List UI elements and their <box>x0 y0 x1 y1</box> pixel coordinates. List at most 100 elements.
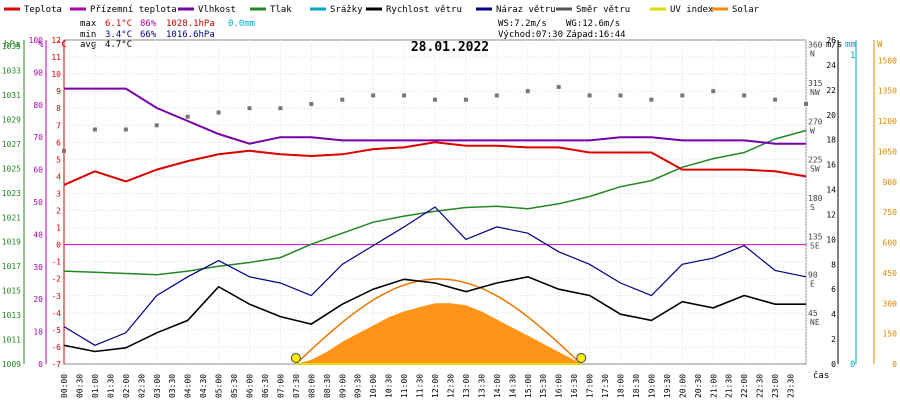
x-axis-tick: 19:00 <box>647 374 656 398</box>
w-axis-tick: 1200 <box>878 117 897 126</box>
x-axis-tick: 11:00 <box>400 374 409 398</box>
x-axis-tick: 14:30 <box>508 374 517 398</box>
axes: 1035103310311029102710251023102110191017… <box>2 36 897 398</box>
x-axis-tick: 13:30 <box>477 374 486 398</box>
temp-axis-tick: 4 <box>56 172 61 181</box>
x-axis-tick: 10:00 <box>369 374 378 398</box>
temp-axis-tick: -2 <box>51 275 61 284</box>
wind-direction-point <box>556 84 561 89</box>
dir-axis-label: W <box>810 126 815 135</box>
series-wind-speed <box>63 275 806 353</box>
x-axis-tick: 09:30 <box>354 374 363 398</box>
temp-axis-tick: -5 <box>51 326 61 335</box>
x-axis-tick: 08:30 <box>323 374 332 398</box>
x-axis-tick: 10:30 <box>385 374 394 398</box>
legend-label: Rychlost větru <box>386 5 462 15</box>
press-axis-unit: hPa <box>4 40 20 50</box>
x-axis-tick: 01:30 <box>106 374 115 398</box>
ms-axis-tick: 24 <box>826 61 836 70</box>
wind-speed-text: WS:7.2m/s <box>498 19 547 29</box>
hum-axis-tick: 10 <box>33 328 43 337</box>
ms-axis-tick: 18 <box>826 136 836 145</box>
hum-axis-tick: 0 <box>38 360 43 369</box>
x-axis-tick: 15:00 <box>524 374 533 398</box>
stat-min-label: min <box>80 30 96 40</box>
mm-axis-tick: 0 <box>850 360 855 370</box>
x-axis-tick: 19:30 <box>663 374 672 398</box>
hum-axis-tick: 30 <box>33 263 43 272</box>
x-axis-tick: 07:00 <box>276 374 285 398</box>
x-axis-tick: 18:00 <box>617 374 626 398</box>
ms-axis-tick: 8 <box>831 260 836 269</box>
press-axis-tick: 1035 <box>2 42 21 51</box>
dir-axis-label: N <box>810 50 815 59</box>
temp-axis-tick: -6 <box>51 343 61 352</box>
w-axis-tick: 1350 <box>878 87 897 96</box>
wind-direction-point <box>402 93 407 98</box>
temp-axis-tick: 7 <box>56 121 61 130</box>
dir-axis-tick: 225 <box>808 156 823 165</box>
wind-direction-point <box>742 93 747 98</box>
wind-direction-point <box>587 93 592 98</box>
press-axis-tick: 1019 <box>2 238 21 247</box>
ms-axis-tick: 20 <box>826 111 836 120</box>
temp-axis-tick: 5 <box>56 155 61 164</box>
stat-min-press: 1016.6hPa <box>166 30 215 40</box>
w-axis-tick: 450 <box>883 269 898 278</box>
w-axis-tick: 900 <box>883 178 898 187</box>
x-axis-tick: 22:30 <box>756 374 765 398</box>
wind-direction-point <box>433 97 437 102</box>
x-axis-tick: 09:00 <box>338 374 347 398</box>
hum-axis-tick: 60 <box>33 166 43 175</box>
press-axis-tick: 1017 <box>2 262 21 271</box>
w-axis-tick: 150 <box>883 330 898 339</box>
x-axis-tick: 04:30 <box>199 374 208 398</box>
temp-axis-tick: -1 <box>51 258 61 267</box>
wind-direction-point <box>309 101 314 106</box>
series-wind-gust <box>63 206 807 346</box>
w-axis-tick: 300 <box>883 299 898 308</box>
sunrise-marker <box>290 353 301 363</box>
press-axis-tick: 1015 <box>2 287 21 296</box>
hum-axis-unit: % <box>38 40 44 50</box>
sunset-text: Západ:16:44 <box>566 30 626 40</box>
dir-axis-tick: 135 <box>808 232 823 241</box>
legend-label: Vlhkost <box>198 5 236 15</box>
solar-max-arc <box>295 278 582 365</box>
x-axis-tick: 15:30 <box>539 374 548 398</box>
hum-axis-tick: 50 <box>33 198 43 207</box>
ms-axis-tick: 22 <box>826 86 836 95</box>
temp-axis-tick: 1 <box>56 224 61 233</box>
x-axis-tick: 02:30 <box>137 374 146 398</box>
dir-axis-tick: 180 <box>808 194 823 203</box>
temp-axis-tick: 9 <box>56 87 61 96</box>
chart-title: 28.01.2022 <box>411 40 489 55</box>
series-pressure <box>63 129 807 276</box>
w-axis-tick: 750 <box>883 208 898 217</box>
x-axis-tick: 05:30 <box>230 374 239 398</box>
wind-direction-point <box>216 110 221 115</box>
press-axis-tick: 1013 <box>2 311 21 320</box>
x-axis-tick: 21:30 <box>725 374 734 398</box>
x-axis-tick: 16:30 <box>570 374 579 398</box>
x-axis-tick: 02:00 <box>122 374 131 398</box>
temp-axis-tick: 8 <box>56 104 61 113</box>
press-axis-tick: 1023 <box>2 189 21 198</box>
dir-axis-label: NW <box>810 88 820 97</box>
hum-axis-tick: 80 <box>33 101 43 110</box>
sunset-marker <box>576 353 587 363</box>
ms-axis-tick: 6 <box>831 285 836 294</box>
x-axis-tick: 01:00 <box>91 374 100 398</box>
wind-direction-point <box>247 106 252 111</box>
stat-min-temp: 3.4°C <box>105 30 132 40</box>
temp-axis-tick: 10 <box>51 70 61 79</box>
x-axis-tick: 03:30 <box>168 374 177 398</box>
x-axis-tick: 12:30 <box>446 374 455 398</box>
wind-direction-point <box>680 93 685 98</box>
legend-label: Solar <box>732 5 760 15</box>
x-axis-tick: 14:00 <box>493 374 502 398</box>
press-axis-tick: 1025 <box>2 164 21 173</box>
press-axis-tick: 1033 <box>2 67 21 76</box>
